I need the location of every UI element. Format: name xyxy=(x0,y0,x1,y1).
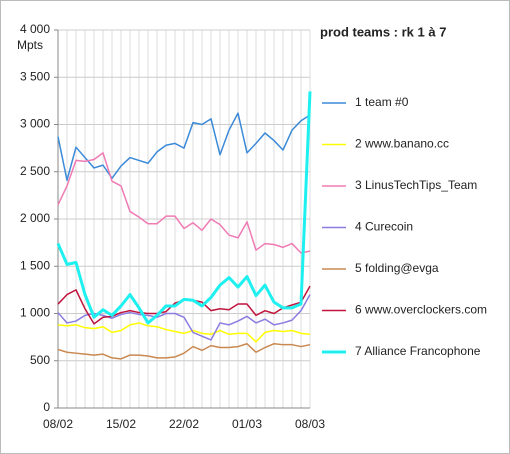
series-line xyxy=(57,342,311,360)
x-tick-label: 01/03 xyxy=(232,417,262,431)
y-tick-label: 1 000 xyxy=(20,306,50,320)
series-line xyxy=(57,322,311,343)
y-tick-label: 1 500 xyxy=(20,258,50,272)
x-tick-label: 08/02 xyxy=(43,417,73,431)
y-tick-label: 0 xyxy=(43,400,50,414)
legend-label: 2 www.banano.cc xyxy=(355,137,449,151)
chart-title: prod teams : rk 1 à 7 xyxy=(320,24,446,39)
legend-label: 7 Alliance Francophone xyxy=(355,344,481,358)
series-line xyxy=(57,294,311,341)
series-line xyxy=(57,112,311,182)
y-tick-label: 4 000 xyxy=(20,22,50,36)
y-axis-label: Mpts xyxy=(17,38,43,52)
legend-label: 4 Curecoin xyxy=(355,220,413,234)
x-tick-label: 15/02 xyxy=(106,417,136,431)
legend-label: 6 www.overclockers.com xyxy=(355,303,487,317)
y-tick-label: 2 500 xyxy=(20,164,50,178)
legend-label: 1 team #0 xyxy=(355,95,409,109)
series-line xyxy=(56,91,312,325)
y-tick-label: 3 000 xyxy=(20,117,50,131)
y-tick-label: 2 000 xyxy=(20,211,50,225)
series-line xyxy=(57,152,311,254)
y-tick-label: 3 500 xyxy=(20,69,50,83)
legend-label: 5 folding@evga xyxy=(355,261,439,275)
legend-label: 3 LinusTechTips_Team xyxy=(355,178,477,192)
x-tick-label: 08/03 xyxy=(295,417,325,431)
x-tick-label: 22/02 xyxy=(169,417,199,431)
y-tick-label: 500 xyxy=(30,353,50,367)
